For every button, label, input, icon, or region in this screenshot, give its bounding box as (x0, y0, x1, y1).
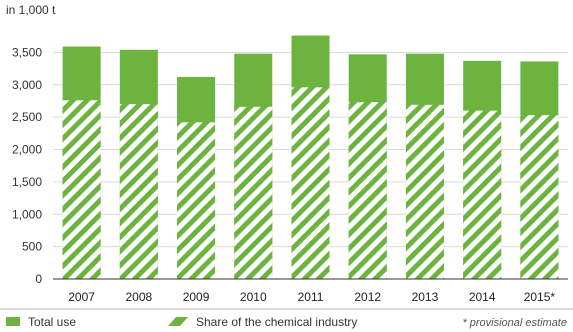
y-tick-label: 1,500 (12, 175, 42, 189)
bar-chemical-industry-share (62, 100, 101, 279)
y-tick-label: 2,500 (12, 110, 42, 124)
y-tick-label: 1,000 (12, 207, 42, 221)
x-tick-label: 2012 (354, 290, 381, 304)
bar-chemical-industry-share (405, 104, 444, 279)
x-tick-label: 2014 (469, 290, 496, 304)
bar-chemical-industry-share (177, 122, 216, 280)
legend-label-chemical-share: Share of the chemical industry (196, 315, 357, 329)
x-tick-label: 2007 (68, 290, 95, 304)
bar-chemical-industry-share (520, 115, 559, 280)
x-tick-label: 2013 (412, 290, 439, 304)
bar-chemical-industry-share (234, 106, 273, 279)
legend: Total use Share of the chemical industry (6, 315, 357, 329)
y-axis-ticks: 0 500 1,000 1,500 2,000 2,500 3,000 3,500 (12, 45, 42, 286)
footnote: * provisional estimate (462, 317, 567, 329)
legend-label-total-use: Total use (28, 315, 76, 329)
y-axis-unit-label: in 1,000 t (6, 3, 56, 17)
x-tick-label: 2015* (524, 290, 556, 304)
legend-swatch-total-use (6, 317, 20, 326)
bars (62, 35, 559, 280)
x-tick-label: 2009 (183, 290, 210, 304)
y-tick-label: 0 (35, 272, 42, 286)
y-tick-label: 3,000 (12, 78, 42, 92)
bar-chemical-industry-share (291, 87, 330, 279)
y-tick-label: 2,000 (12, 143, 42, 157)
y-tick-label: 3,500 (12, 45, 42, 59)
legend-swatch-chemical-share (168, 317, 188, 326)
x-tick-label: 2010 (240, 290, 267, 304)
x-tick-label: 2011 (298, 290, 324, 304)
bar-chemical-industry-share (348, 102, 387, 279)
y-tick-label: 500 (22, 240, 42, 254)
x-axis-ticks: 2007 2008 2009 2010 2011 2012 2013 2014 2015* (68, 290, 555, 304)
x-tick-label: 2008 (125, 290, 152, 304)
bar-chemical-industry-share (463, 110, 502, 280)
bar-chemical-industry-share (119, 104, 158, 279)
